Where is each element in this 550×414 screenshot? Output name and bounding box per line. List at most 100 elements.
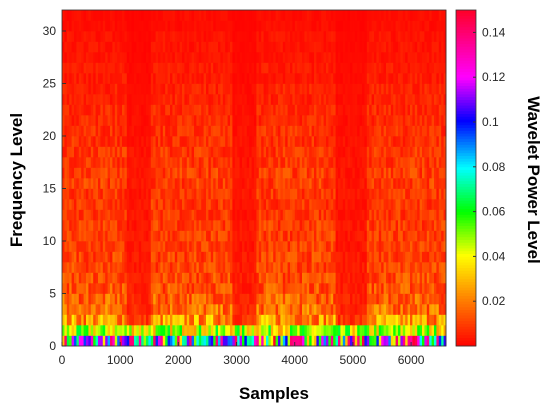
heatmap-cell [126, 31, 130, 42]
heatmap-cell [239, 188, 243, 200]
heatmap-cell [86, 157, 89, 168]
heatmap-cell [441, 115, 444, 126]
heatmap-cell [122, 272, 125, 284]
heatmap-cell [280, 188, 284, 200]
heatmap-cell [378, 94, 382, 105]
heatmap-cell [323, 146, 327, 158]
heatmap-cell [330, 272, 334, 284]
heatmap-cell [357, 146, 360, 158]
heatmap-cell [189, 293, 192, 305]
heatmap-cell [66, 167, 70, 179]
heatmap-cell [290, 293, 293, 305]
heatmap-cell [227, 209, 231, 221]
heatmap-cell [198, 104, 202, 116]
heatmap-cell [330, 104, 334, 116]
heatmap-cell [426, 52, 430, 63]
heatmap-cell [165, 167, 168, 179]
heatmap-cell [191, 31, 195, 42]
heatmap-cell [400, 136, 404, 147]
heatmap-cell [234, 314, 238, 326]
heatmap-cell [347, 178, 351, 189]
heatmap-cell [93, 199, 96, 210]
heatmap-cell [266, 167, 269, 179]
heatmap-cell [234, 209, 238, 221]
heatmap-cell [323, 41, 327, 53]
heatmap-cell [213, 115, 216, 126]
heatmap-cell [246, 293, 250, 305]
heatmap-cell [153, 52, 156, 63]
heatmap-cell [441, 83, 444, 95]
heatmap-cell [366, 146, 370, 158]
heatmap-cell [290, 262, 293, 273]
heatmap-cell [366, 335, 370, 347]
heatmap-cell [290, 335, 293, 347]
heatmap-cell [189, 125, 192, 137]
heatmap-cell [158, 262, 161, 273]
heatmap-cell [371, 293, 375, 305]
heatmap-cell [215, 52, 219, 63]
heatmap-cell [402, 209, 406, 221]
heatmap-cell [410, 167, 413, 179]
heatmap-cell [328, 251, 332, 263]
heatmap-cell [206, 241, 209, 252]
heatmap-cell [167, 251, 171, 263]
heatmap-cell [64, 20, 68, 32]
heatmap-cell [407, 220, 411, 231]
heatmap-cell [417, 104, 420, 116]
heatmap-row [62, 251, 447, 263]
heatmap-cell [162, 167, 166, 179]
heatmap-cell [131, 283, 135, 294]
heatmap-cell [297, 314, 300, 326]
heatmap-cell [419, 283, 423, 294]
heatmap-cell [174, 167, 178, 179]
heatmap-cell [395, 157, 399, 168]
heatmap-cell [136, 125, 140, 137]
heatmap-cell [302, 20, 305, 32]
heatmap-cell [263, 272, 267, 284]
heatmap-cell [122, 115, 125, 126]
heatmap-cell [323, 178, 327, 189]
heatmap-cell [141, 125, 144, 137]
heatmap-cell [426, 125, 430, 137]
heatmap-cell [62, 241, 65, 252]
heatmap-cell [136, 262, 140, 273]
heatmap-cell [402, 304, 406, 315]
heatmap-cell [438, 157, 442, 168]
heatmap-cell [124, 230, 128, 242]
heatmap-cell [90, 83, 94, 95]
heatmap-cell [280, 31, 284, 42]
heatmap-cell [369, 73, 372, 84]
heatmap-cell [102, 178, 106, 189]
heatmap-cell [124, 283, 128, 294]
heatmap-cell [431, 262, 435, 273]
heatmap-cell [98, 283, 101, 294]
heatmap-cell [374, 20, 377, 32]
heatmap-cell [251, 325, 255, 336]
heatmap-cell [114, 335, 118, 347]
heatmap-cell [371, 62, 375, 74]
heatmap-row [62, 115, 447, 126]
heatmap-cell [165, 73, 168, 84]
heatmap-cell [215, 125, 219, 137]
heatmap-cell [134, 31, 137, 42]
heatmap-cell [138, 304, 142, 315]
heatmap-cell [340, 314, 344, 326]
heatmap-cell [369, 251, 372, 263]
heatmap-cell [191, 241, 195, 252]
heatmap-cell [138, 52, 142, 63]
heatmap-cell [220, 104, 224, 116]
heatmap-cell [239, 209, 243, 221]
heatmap-cell [275, 251, 279, 263]
heatmap-cell [189, 335, 192, 347]
heatmap-cell [227, 304, 231, 315]
heatmap-cell [105, 31, 108, 42]
heatmap-cell [119, 104, 123, 116]
heatmap-cell [405, 146, 408, 158]
heatmap-cell [270, 272, 274, 284]
heatmap-cell [378, 283, 382, 294]
heatmap-cell [107, 41, 111, 53]
heatmap-cell [400, 62, 404, 74]
heatmap-cell [287, 188, 291, 200]
heatmap-cell [66, 272, 70, 284]
heatmap-cell [412, 262, 416, 273]
